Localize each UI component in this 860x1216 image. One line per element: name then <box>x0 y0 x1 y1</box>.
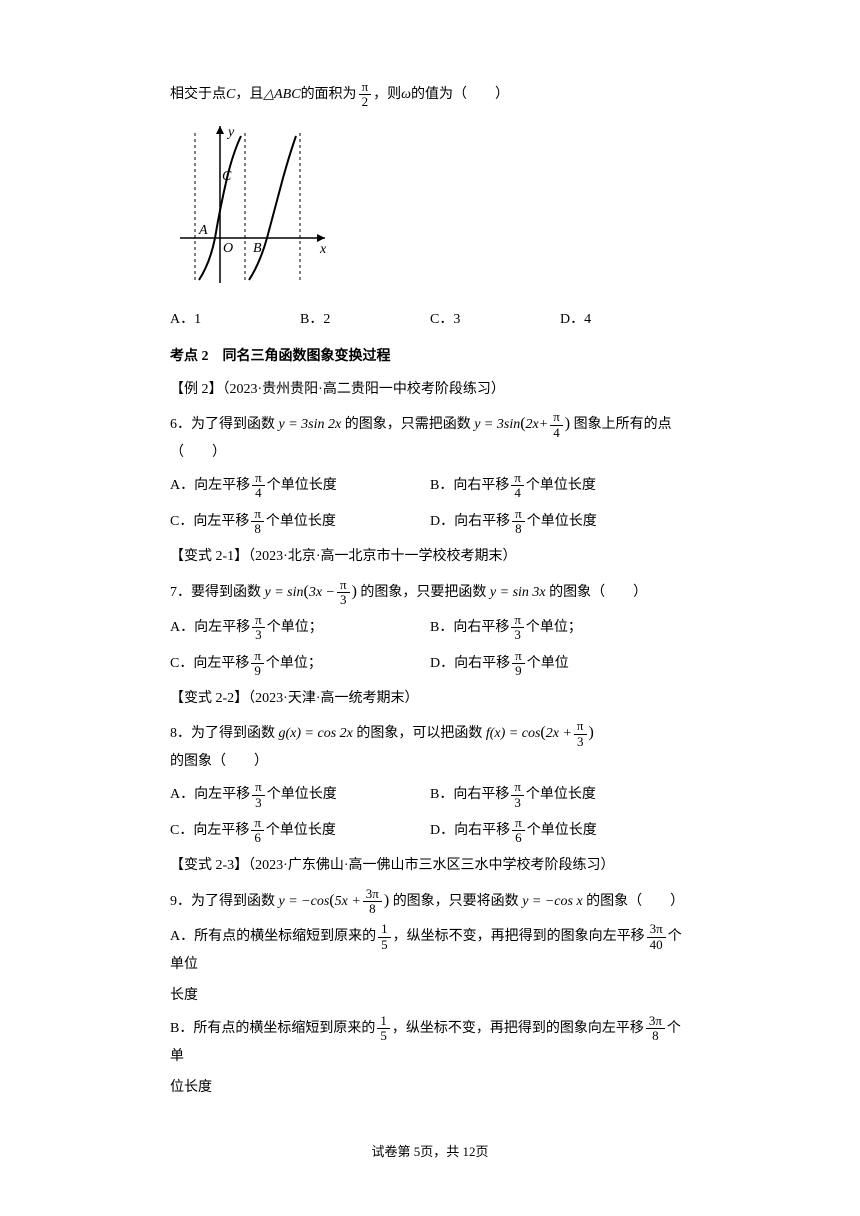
graph-o-label: O <box>223 241 233 256</box>
q8-opts-ab: A．向左平移π3个单位长度 B．向右平移π3个单位长度 <box>170 780 690 810</box>
section-2-title: 考点 2 同名三角函数图象变换过程 <box>170 344 690 369</box>
intro-c2: 的面积为 <box>301 87 357 102</box>
intro-d: ，则 <box>373 87 401 102</box>
opt-d: D．4 <box>560 307 690 332</box>
q7: 7．要得到函数 y = sin(3x −π3) 的图象，只要把函数 y = si… <box>170 578 690 608</box>
intro-e: 的值为（ ） <box>411 87 509 102</box>
q9-opt-b: B．所有点的横坐标缩短到原来的15，纵坐标不变，再把得到的图象向左平移3π8个单 <box>170 1014 690 1069</box>
graph-y-label: y <box>226 125 235 140</box>
q9: 9．为了得到函数 y = −cos(5x +3π8) 的图象，只要将函数 y =… <box>170 887 690 917</box>
q7-opts-ab: A．向左平移π3个单位； B．向右平移π3个单位； <box>170 613 690 643</box>
intro-text: 相交于点C，且△ABC的面积为π2，则ω的值为（ ） <box>170 80 690 110</box>
opt-c: C．3 <box>430 307 560 332</box>
q6-opts-cd: C．向左平移π8个单位长度 D．向右平移π8个单位长度 <box>170 507 690 537</box>
variant-2-1-source: 【变式 2-1】（2023·北京·高一北京市十一学校校考期末） <box>170 544 690 569</box>
tangent-graph: y x O A B C <box>175 118 690 297</box>
q7-opts-cd: C．向左平移π9个单位； D．向右平移π9个单位 <box>170 649 690 679</box>
intro-options: A．1 B．2 C．3 D．4 <box>170 307 690 332</box>
opt-b: B．2 <box>300 307 430 332</box>
intro-b: ，且 <box>235 87 263 102</box>
q9-opt-b-line2: 位长度 <box>170 1075 690 1100</box>
graph-b-label: B <box>253 241 262 256</box>
intro-omega: ω <box>401 87 411 102</box>
intro-frac: π2 <box>359 80 372 110</box>
page-footer: 试卷第 5页，共 12页 <box>170 1140 690 1163</box>
intro-c: C <box>226 87 235 102</box>
example-2-source: 【例 2】（2023·贵州贵阳·高二贵阳一中校考阶段练习） <box>170 377 690 402</box>
graph-a-label: A <box>198 223 208 238</box>
q8: 8．为了得到函数 g(x) = cos 2x 的图象，可以把函数 f(x) = … <box>170 719 690 774</box>
graph-x-label: x <box>319 242 327 257</box>
q6: 6．为了得到函数 y = 3sin 2x 的图象，只需把函数 y = 3sin(… <box>170 410 690 465</box>
variant-2-3-source: 【变式 2-3】（2023·广东佛山·高一佛山市三水区三水中学校考阶段练习） <box>170 853 690 878</box>
graph-c-label: C <box>222 169 232 184</box>
variant-2-2-source: 【变式 2-2】（2023·天津·高一统考期末） <box>170 686 690 711</box>
q6-opts-ab: A．向左平移π4个单位长度 B．向右平移π4个单位长度 <box>170 471 690 501</box>
opt-a: A．1 <box>170 307 300 332</box>
intro-triangle: △ABC <box>263 87 300 102</box>
q8-opts-cd: C．向左平移π6个单位长度 D．向右平移π6个单位长度 <box>170 816 690 846</box>
q9-opt-a: A．所有点的横坐标缩短到原来的15，纵坐标不变，再把得到的图象向左平移3π40个… <box>170 922 690 977</box>
intro-a: 相交于点 <box>170 87 226 102</box>
q9-opt-a-line2: 长度 <box>170 983 690 1008</box>
